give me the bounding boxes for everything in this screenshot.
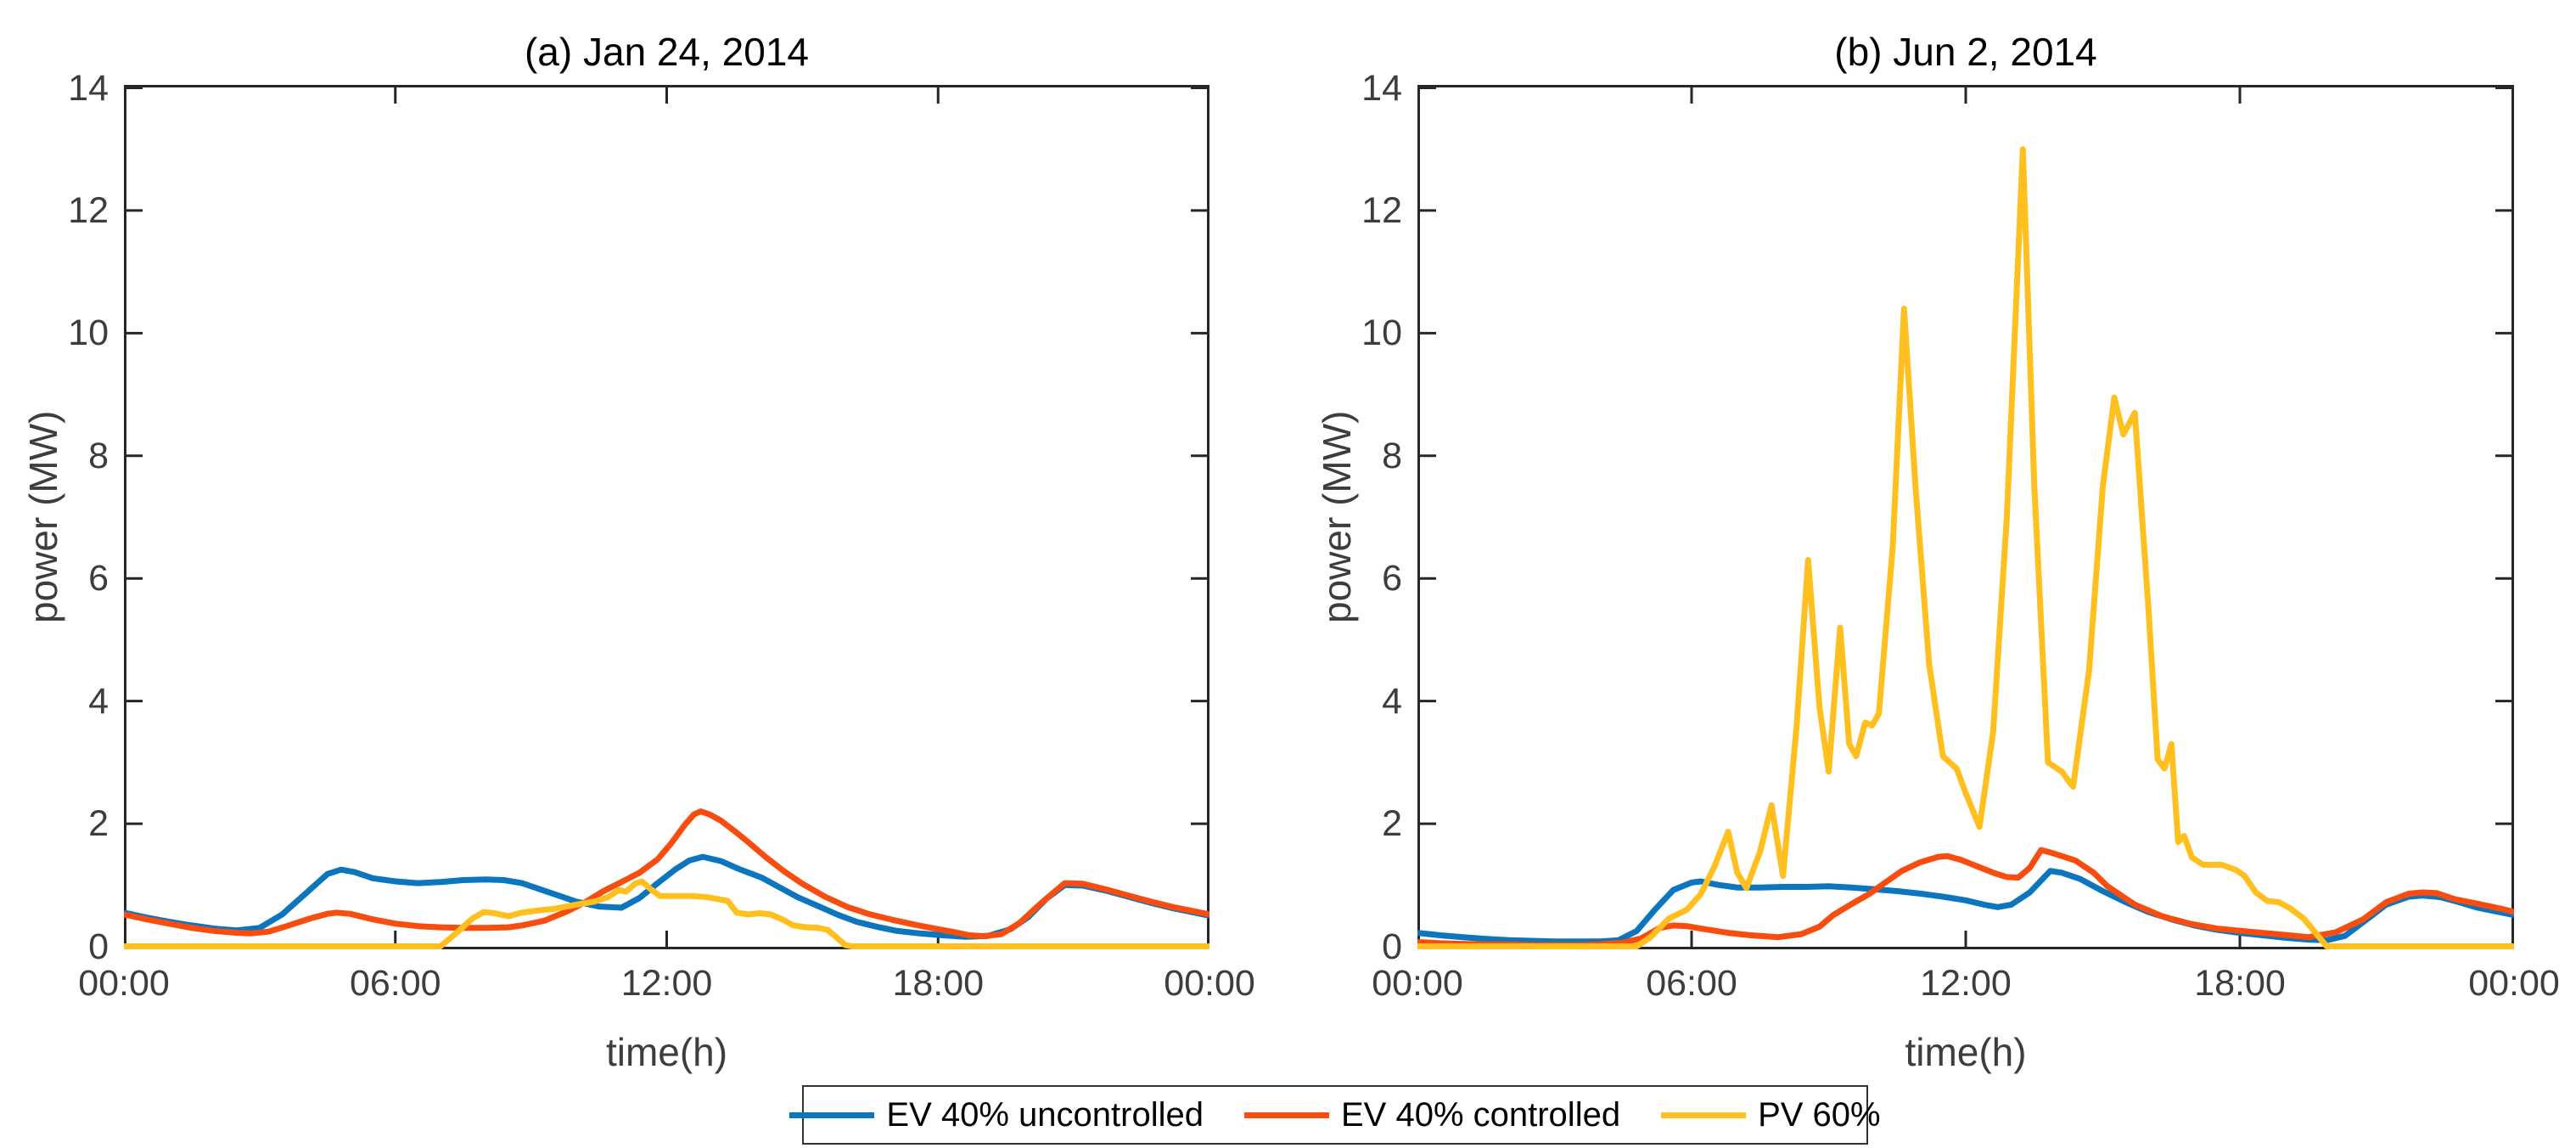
legend-label-ev-uncontrolled: EV 40% uncontrolled	[886, 1095, 1204, 1134]
legend-item-pv: PV 60%	[1661, 1096, 1881, 1134]
x-tick-label: 00:00	[2468, 963, 2560, 1004]
y-tick-label: 4	[1382, 680, 1402, 722]
subplot-a-xlabel: time(h)	[605, 1030, 728, 1074]
series-line-pv-60-	[1417, 146, 2514, 949]
y-tick-label: 10	[1361, 312, 1402, 354]
axis-box	[1417, 85, 2514, 949]
subplot-b-title: (b) Jun 2, 2014	[1834, 30, 2097, 74]
subplot-b-canvas	[1417, 85, 2514, 949]
x-tick-label: 18:00	[892, 963, 985, 1004]
legend-swatch-pv	[1661, 1111, 1747, 1118]
y-tick-label: 2	[88, 803, 109, 845]
legend-item-ev-uncontrolled: EV 40% uncontrolled	[789, 1096, 1204, 1134]
x-tick-label: 12:00	[1920, 963, 2012, 1004]
y-tick-label: 0	[88, 926, 109, 967]
series-line-ev-40-controlled	[1417, 847, 2514, 948]
axis-box	[124, 85, 1209, 949]
y-tick-label: 10	[68, 312, 109, 354]
subplot-b-xlabel: time(h)	[1905, 1030, 2027, 1074]
y-tick-label: 6	[1382, 558, 1402, 599]
legend: EV 40% uncontrolled EV 40% controlled PV…	[789, 1085, 1881, 1145]
x-tick-label: 00:00	[1372, 963, 1463, 1004]
x-tick-label: 12:00	[620, 963, 713, 1004]
legend-label-ev-controlled: EV 40% controlled	[1340, 1095, 1621, 1134]
y-tick-label: 12	[68, 189, 109, 231]
y-tick-label: 12	[1361, 189, 1402, 231]
y-tick-label: 4	[88, 680, 109, 722]
series-line-ev-40-controlled	[124, 808, 1209, 940]
x-tick-label: 06:00	[349, 963, 441, 1004]
y-tick-label: 0	[1382, 926, 1402, 967]
legend-item-ev-controlled: EV 40% controlled	[1243, 1095, 1621, 1134]
subplot-a-title: (a) Jan 24, 2014	[524, 30, 809, 74]
y-tick-label: 8	[1382, 435, 1402, 476]
subplot-a-canvas	[124, 85, 1209, 949]
y-tick-label: 6	[88, 558, 109, 599]
y-tick-label: 8	[88, 435, 109, 476]
x-tick-label: 00:00	[1164, 963, 1255, 1004]
x-tick-label: 06:00	[1646, 963, 1737, 1004]
y-tick-label: 2	[1382, 803, 1402, 845]
legend-label-pv: PV 60%	[1758, 1095, 1881, 1134]
x-tick-label: 00:00	[78, 963, 170, 1004]
y-tick-label: 14	[1361, 67, 1402, 109]
legend-swatch-ev-uncontrolled	[789, 1111, 875, 1118]
series-line-pv-60-	[124, 878, 1209, 949]
legend-swatch-ev-controlled	[1243, 1111, 1329, 1118]
x-tick-label: 18:00	[2194, 963, 2286, 1004]
y-tick-label: 14	[68, 67, 109, 109]
